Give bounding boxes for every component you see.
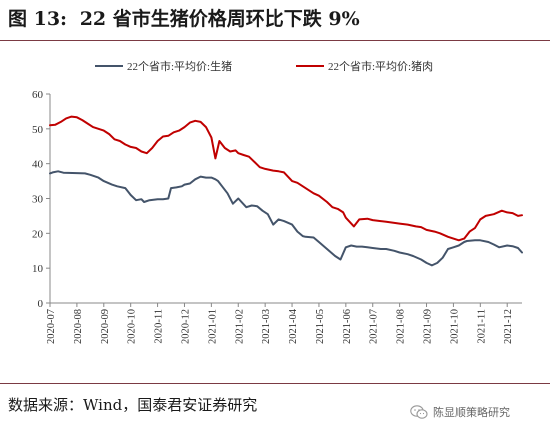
chart-title: 22 省市生猪价格周环比下跌 9% [79, 8, 360, 30]
x-tick-label: 2021-04 [288, 308, 299, 344]
figure-label: 图 13: [8, 8, 68, 30]
source-note: 数据来源：Wind，国泰君安证券研究 [8, 396, 258, 414]
x-tick-label: 2021-08 [396, 309, 407, 344]
figure-title: 图 13: 22 省市生猪价格周环比下跌 9% [8, 4, 360, 31]
x-tick-label: 2020-11 [154, 309, 165, 344]
series-line-2 [49, 115, 523, 242]
x-tick-label: 2020-12 [180, 309, 191, 344]
x-tick-label: 2020-07 [46, 309, 57, 344]
y-tick-label: 50 [32, 124, 44, 136]
y-tick-label: 10 [32, 263, 44, 275]
x-tick-label: 2020-08 [73, 309, 84, 344]
series-line-1 [49, 170, 523, 267]
x-tick-label: 2021-11 [476, 309, 487, 344]
y-tick-label: 0 [38, 298, 44, 310]
x-tick-label: 2021-12 [503, 309, 514, 344]
x-tick-label: 2021-10 [449, 309, 460, 344]
x-tick-label: 2021-01 [207, 309, 218, 344]
figure-header: 图 13: 22 省市生猪价格周环比下跌 9% [0, 0, 550, 41]
x-tick-label: 2021-03 [261, 309, 272, 344]
footer-divider [0, 383, 550, 384]
y-tick-label: 30 [32, 194, 44, 206]
legend-label: 22个省市:平均价:猪肉 [328, 59, 433, 73]
x-tick-label: 2021-09 [423, 309, 434, 344]
y-tick-label: 20 [32, 228, 44, 240]
x-tick-label: 2021-07 [369, 309, 380, 344]
x-tick-label: 2020-10 [127, 309, 138, 344]
y-tick-label: 60 [32, 89, 44, 101]
watermark-label: 陈显顺策略研究 [433, 406, 510, 419]
y-tick-label: 40 [32, 159, 44, 171]
wechat-icon [410, 405, 428, 419]
x-tick-label: 2021-02 [234, 309, 245, 344]
line-chart: 22个省市:平均价:生猪 22个省市:平均价:猪肉 0 10 20 30 40 50 60 202… [32, 59, 523, 344]
watermark: 陈显顺策略研究 [410, 401, 510, 423]
legend-label: 22个省市:平均价:生猪 [127, 59, 232, 73]
x-tick-label: 2020-09 [100, 309, 111, 344]
x-tick-label: 2021-05 [315, 309, 326, 344]
x-tick-label: 2021-06 [342, 309, 353, 344]
